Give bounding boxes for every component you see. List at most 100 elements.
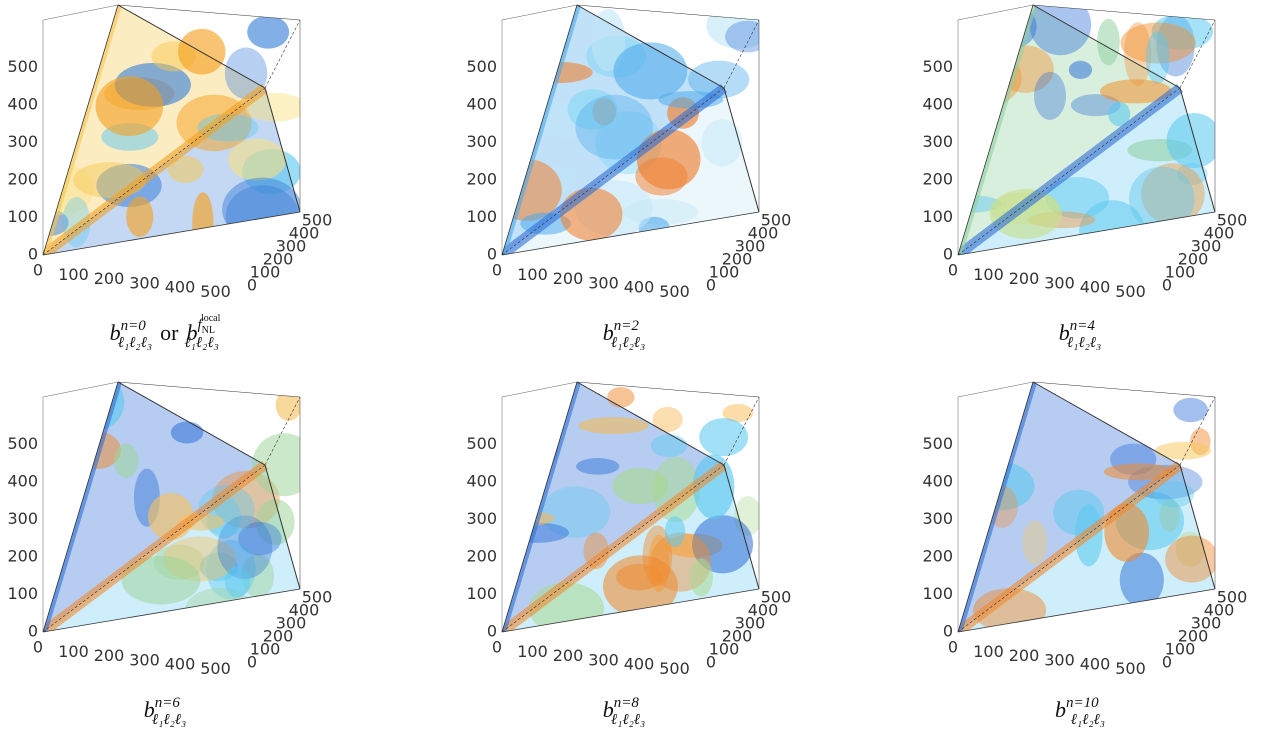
- x-tick-label: 200: [553, 269, 584, 288]
- blob: [725, 21, 770, 53]
- caption-sup: n=6: [155, 695, 181, 711]
- edge: [43, 5, 118, 20]
- blob: [114, 444, 138, 478]
- x-tick-label: 500: [200, 659, 231, 678]
- caption: bn=0ℓ₁ℓ₂ℓ₃orbfNLlocalℓ₁ℓ₂ℓ₃: [110, 313, 221, 351]
- edge: [577, 382, 759, 397]
- edge: [118, 5, 300, 20]
- y-tick-label: 500: [7, 434, 38, 453]
- blob: [603, 555, 678, 617]
- x-tick-label: 200: [1009, 269, 1040, 288]
- blob: [990, 189, 1062, 239]
- caption-sub: ℓ₁ℓ₂ℓ₃: [118, 335, 152, 351]
- caption-sup: n=8: [614, 695, 640, 711]
- x-tick-label: 100: [973, 265, 1004, 284]
- x-tick-label: 0: [948, 638, 958, 657]
- edge: [1033, 382, 1215, 397]
- y-tick-label: 200: [922, 170, 953, 189]
- blob: [613, 42, 687, 99]
- blob: [1173, 398, 1208, 422]
- x-tick-label: 200: [1009, 646, 1040, 665]
- x-tick-label: 200: [553, 646, 584, 665]
- x-tick-label: 500: [659, 659, 690, 678]
- x-tick-label: 500: [1115, 282, 1146, 301]
- blob: [954, 396, 1017, 446]
- y-tick-label: 500: [466, 434, 497, 453]
- caption-sub: ℓ₁ℓ₂ℓ₃: [184, 335, 218, 351]
- y-tick-label: 100: [922, 584, 953, 603]
- y-tick-label: 200: [466, 547, 497, 566]
- x-tick-label: 400: [624, 655, 655, 674]
- blob: [63, 391, 112, 426]
- x-tick-label: 500: [659, 282, 690, 301]
- edge: [958, 382, 1033, 397]
- caption-sup-sup: local: [201, 313, 221, 324]
- blob: [171, 422, 204, 444]
- y-tick-label: 300: [922, 509, 953, 528]
- blob: [192, 192, 213, 253]
- edge: [958, 5, 1033, 20]
- volume: [479, 382, 762, 634]
- x-tick-label: 100: [517, 642, 548, 661]
- caption-sub: ℓ₁ℓ₂ℓ₃: [152, 712, 186, 728]
- z-tick-label: 500: [1217, 211, 1248, 230]
- blob: [52, 431, 74, 489]
- x-tick-label: 400: [1080, 655, 1111, 674]
- edge: [502, 5, 577, 20]
- blob: [652, 407, 682, 432]
- blob: [517, 421, 559, 470]
- y-tick-label: 400: [922, 472, 953, 491]
- caption-sub: ℓ₁ℓ₂ℓ₃: [1071, 712, 1105, 728]
- blob: [96, 76, 164, 136]
- blob: [936, 374, 997, 438]
- caption-joiner: or: [160, 320, 179, 345]
- y-tick-label: 500: [922, 57, 953, 76]
- y-tick-label: 500: [7, 57, 38, 76]
- blob: [958, 499, 978, 541]
- blob: [247, 15, 289, 48]
- x-tick-label: 500: [200, 282, 231, 301]
- x-tick-label: 100: [517, 265, 548, 284]
- blob: [228, 139, 286, 181]
- caption-sup: n=10: [1066, 695, 1099, 711]
- y-tick-label: 400: [466, 95, 497, 114]
- caption: bn=10ℓ₁ℓ₂ℓ₃: [1055, 695, 1105, 728]
- blob: [975, 414, 1019, 432]
- panel: 0001001001002002002003003003004004004005…: [7, 374, 332, 728]
- blob: [579, 417, 649, 434]
- x-tick-label: 0: [33, 261, 43, 280]
- caption: bn=8ℓ₁ℓ₂ℓ₃: [603, 695, 646, 728]
- y-tick-label: 500: [466, 57, 497, 76]
- x-tick-label: 200: [94, 269, 125, 288]
- y-tick-label: 300: [466, 509, 497, 528]
- y-tick-label: 100: [466, 207, 497, 226]
- y-tick-label: 400: [466, 472, 497, 491]
- y-tick-label: 200: [7, 170, 38, 189]
- blob: [665, 516, 685, 547]
- edge: [43, 382, 118, 397]
- blob: [505, 39, 530, 60]
- panel: 0001001001002002002003003003004004004005…: [466, 3, 791, 351]
- x-tick-label: 300: [129, 273, 160, 292]
- x-tick-label: 300: [129, 650, 160, 669]
- edge: [502, 382, 577, 397]
- blob: [56, 429, 102, 455]
- blob: [126, 197, 153, 237]
- x-tick-label: 100: [973, 642, 1004, 661]
- figure: 0001001001002002002003003003004004004005…: [0, 0, 1275, 737]
- caption-sub: ℓ₁ℓ₂ℓ₃: [611, 335, 645, 351]
- x-tick-label: 400: [165, 655, 196, 674]
- volume: [43, 374, 317, 638]
- z-tick-label: 500: [302, 588, 333, 607]
- y-tick-label: 100: [7, 584, 38, 603]
- volume: [936, 374, 1219, 632]
- blob: [560, 188, 623, 241]
- z-tick-label: 500: [761, 588, 792, 607]
- x-tick-label: 400: [1080, 278, 1111, 297]
- blob: [699, 418, 748, 456]
- panel: 0001001001002002002003003003004004004005…: [7, 5, 332, 351]
- y-tick-label: 300: [7, 132, 38, 151]
- blob: [1069, 61, 1092, 79]
- blob: [635, 157, 687, 195]
